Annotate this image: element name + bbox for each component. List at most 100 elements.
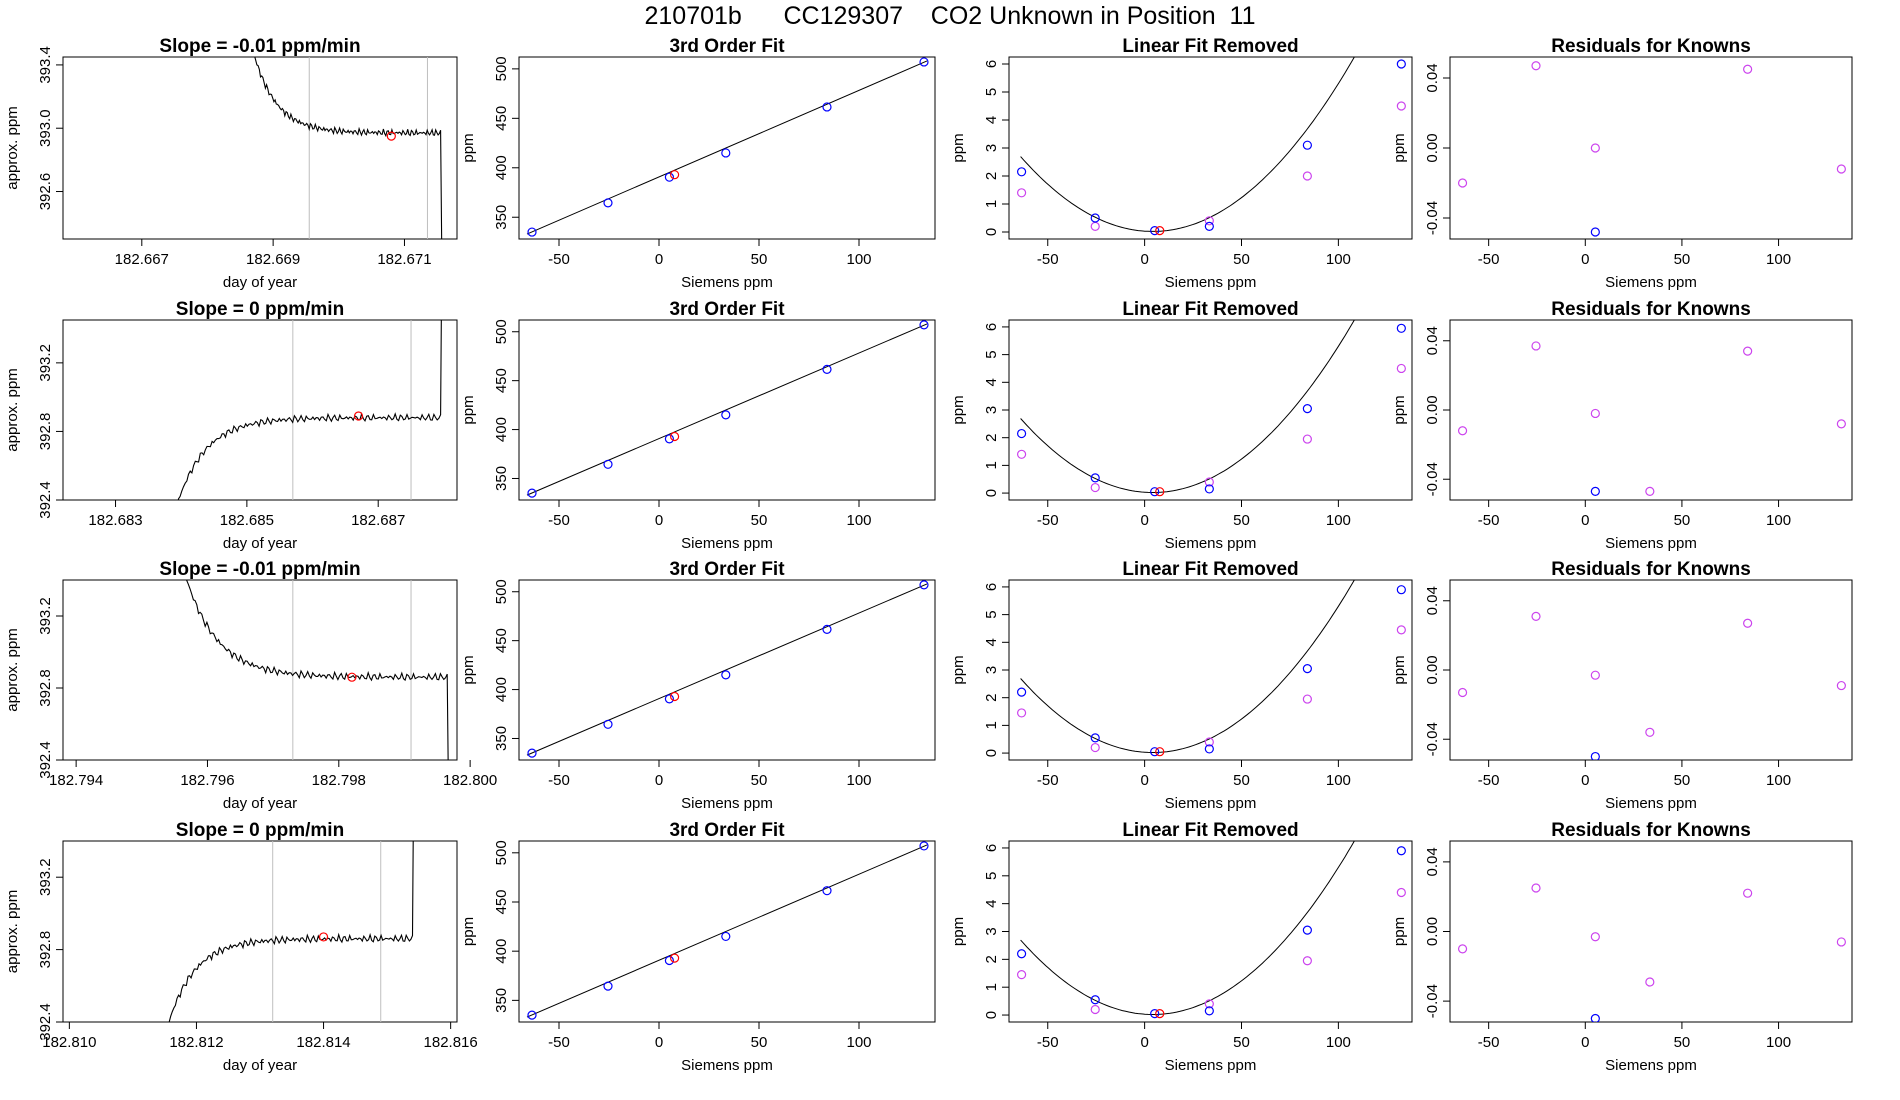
known-point xyxy=(919,841,929,851)
x-axis-label: day of year xyxy=(223,535,297,552)
plot-frame xyxy=(518,56,936,240)
residual-point xyxy=(1645,977,1655,987)
y-tick-label: 3 xyxy=(983,666,1000,674)
y-axis-label: approx. ppm xyxy=(4,890,21,973)
y-tick-label: 0.00 xyxy=(1424,917,1441,946)
x-tick-label: 50 xyxy=(1674,251,1691,268)
y-tick-label: 0 xyxy=(983,749,1000,757)
residual-point xyxy=(1836,680,1846,691)
x-tick-label: -50 xyxy=(1037,251,1059,268)
y-tick-label: 6 xyxy=(983,323,1000,331)
linear-removed-point xyxy=(1396,625,1406,635)
linear-removed-point xyxy=(1016,970,1027,980)
panel-title: Linear Fit Removed xyxy=(1122,299,1298,320)
known-residual-point xyxy=(1590,751,1600,760)
y-tick-label: 392.4 xyxy=(37,481,54,519)
data-layer xyxy=(1016,320,1406,497)
plot-frame xyxy=(1449,579,1853,761)
known-point xyxy=(664,694,675,704)
known-point xyxy=(721,670,731,680)
x-tick-label: 0 xyxy=(655,772,663,789)
known-point xyxy=(1204,484,1214,494)
plot-frame xyxy=(1008,56,1413,240)
y-tick-label: 350 xyxy=(493,726,510,751)
known-point xyxy=(721,148,731,158)
y-tick-label: 450 xyxy=(493,889,510,914)
x-tick-label: 50 xyxy=(751,1034,768,1051)
plot-frame xyxy=(518,840,936,1023)
y-tick-label: 392.6 xyxy=(37,173,54,211)
residual-point xyxy=(1836,419,1846,429)
x-tick-label: 182.810 xyxy=(42,1034,96,1051)
plot-frame xyxy=(1008,840,1413,1023)
known-point xyxy=(1302,925,1312,935)
y-tick-label: 0.04 xyxy=(1424,847,1441,876)
ppm-trace xyxy=(254,57,443,239)
y-tick-label: 393.2 xyxy=(37,597,54,635)
unknown-point xyxy=(1155,226,1165,236)
linear-removed-point xyxy=(1090,1004,1100,1015)
plot-frame xyxy=(1449,319,1853,501)
data-layer xyxy=(526,320,929,498)
residual-point xyxy=(1590,143,1600,153)
unknown-point xyxy=(318,932,329,942)
x-tick-label: 100 xyxy=(846,772,871,789)
y-axis-label: ppm xyxy=(950,133,967,162)
residual-point xyxy=(1743,888,1753,898)
x-tick-label: 182.687 xyxy=(351,512,405,529)
ppm-trace xyxy=(186,580,449,760)
x-tick-label: 182.683 xyxy=(88,512,142,529)
fit-line xyxy=(526,60,928,235)
y-tick-label: 392.8 xyxy=(37,669,54,707)
x-tick-label: 182.671 xyxy=(377,251,431,268)
x-tick-label: 100 xyxy=(846,512,871,529)
time-series-row-2: Slope = 0 ppm/min day of year approx. ppm 1… xyxy=(4,299,458,552)
x-axis-label: Siemens ppm xyxy=(1165,535,1257,552)
y-tick-label: 6 xyxy=(983,583,1000,591)
unknown-point xyxy=(347,672,357,682)
x-tick-label: -50 xyxy=(548,512,570,529)
y-tick-label: 1 xyxy=(983,200,1000,208)
x-tick-label: -50 xyxy=(548,1034,570,1051)
x-tick-label: 100 xyxy=(846,1034,871,1051)
y-tick-label: 4 xyxy=(983,116,1000,124)
x-tick-label: 182.816 xyxy=(424,1034,478,1051)
linear-removed-point xyxy=(1396,887,1406,898)
x-tick-label: 182.800 xyxy=(443,772,497,789)
time-series-row-1: Slope = -0.01 ppm/min day of year approx. … xyxy=(4,36,458,291)
residual-point xyxy=(1590,408,1600,419)
residuals-row-2: Residuals for Knowns Siemens ppm ppm -50 0 50… xyxy=(1391,299,1853,552)
y-tick-label: 393.4 xyxy=(37,46,54,84)
data-layer xyxy=(1016,841,1406,1019)
x-tick-label: 0 xyxy=(1581,251,1589,268)
known-point xyxy=(1396,585,1406,595)
x-tick-label: 50 xyxy=(1674,772,1691,789)
y-tick-label: 0 xyxy=(983,1011,1000,1019)
x-tick-label: -50 xyxy=(1478,251,1500,268)
panel-title: Residuals for Knowns xyxy=(1551,36,1751,57)
x-tick-label: 50 xyxy=(1233,251,1250,268)
x-tick-label: 50 xyxy=(1233,772,1250,789)
y-tick-label: -0.04 xyxy=(1424,722,1441,756)
linear-removed-point xyxy=(1090,221,1100,231)
known-point xyxy=(1204,221,1214,231)
y-tick-label: 3 xyxy=(983,144,1000,152)
x-tick-label: 0 xyxy=(655,251,663,268)
known-point xyxy=(527,748,537,758)
panel-title: 3rd Order Fit xyxy=(669,559,785,580)
x-axis-label: Siemens ppm xyxy=(681,1057,773,1074)
known-point xyxy=(919,320,929,330)
known-point xyxy=(1204,1006,1214,1016)
x-axis-label: Siemens ppm xyxy=(1605,274,1697,291)
y-tick-label: 350 xyxy=(493,466,510,491)
y-tick-label: 450 xyxy=(493,628,510,653)
plot-frame xyxy=(1008,319,1413,501)
linear-removed-point xyxy=(1396,363,1406,374)
x-axis-label: Siemens ppm xyxy=(1605,1057,1697,1074)
known-point xyxy=(1302,140,1312,150)
y-tick-label: 5 xyxy=(983,872,1000,880)
known-point xyxy=(1090,473,1100,483)
unknown-point xyxy=(669,953,680,963)
unknown-point xyxy=(353,411,364,421)
